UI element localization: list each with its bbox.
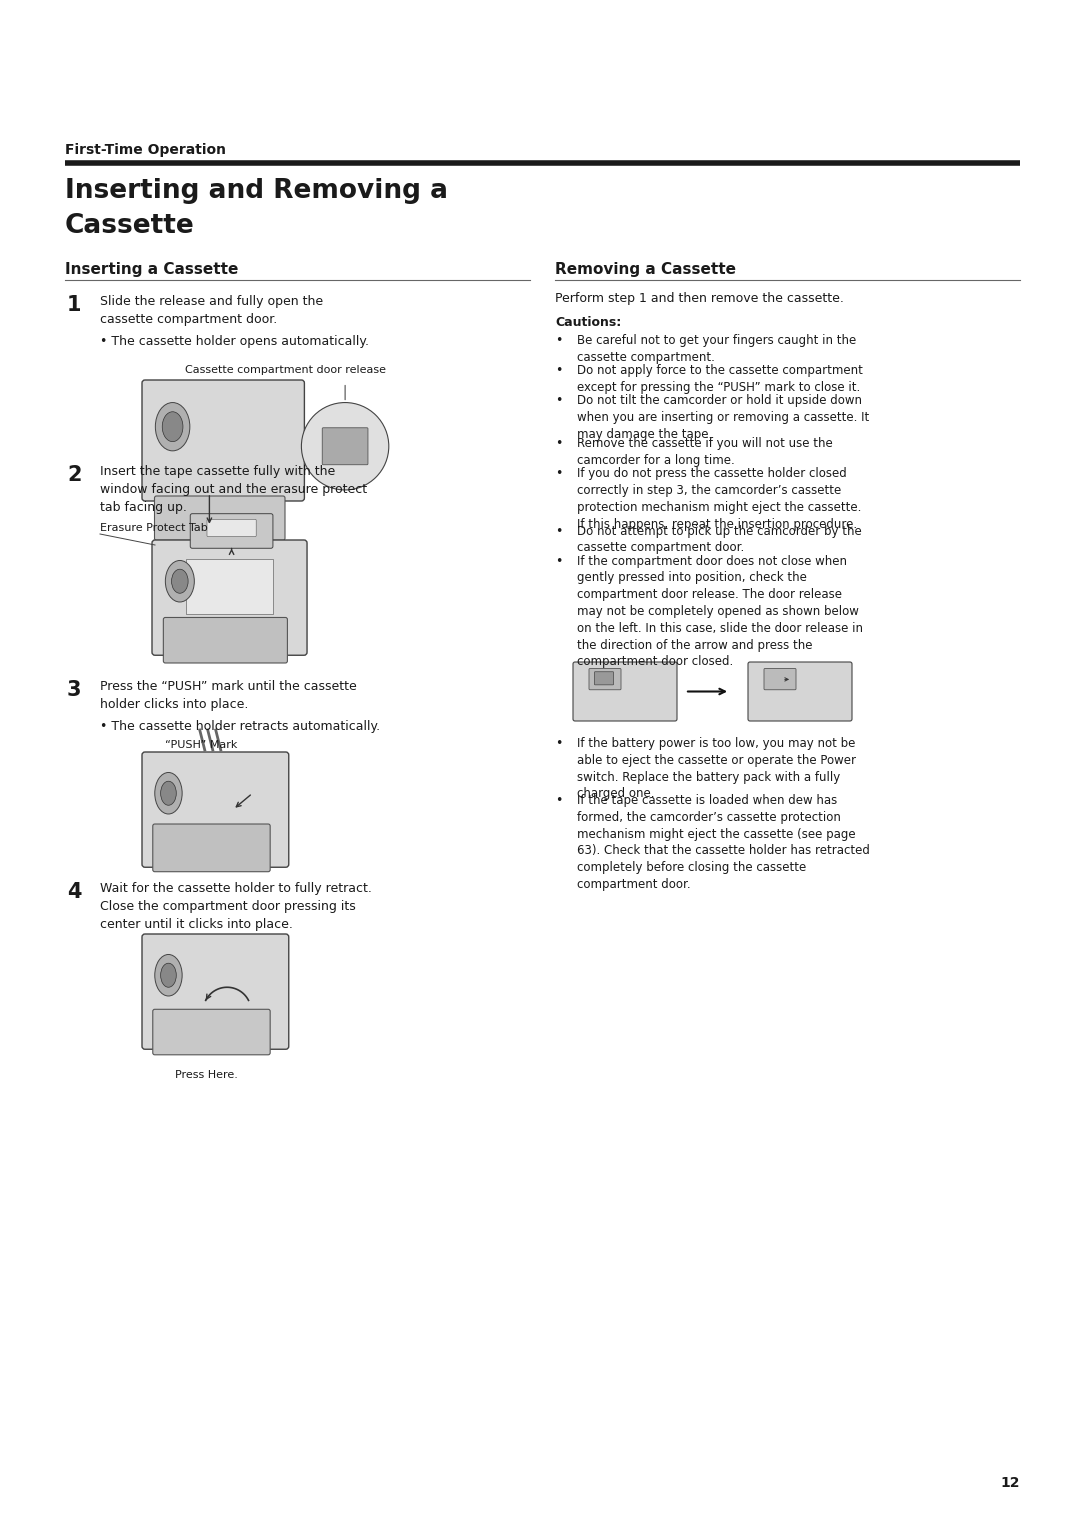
Text: •: • [555, 555, 563, 567]
Text: •: • [555, 468, 563, 480]
Text: •: • [555, 437, 563, 451]
FancyBboxPatch shape [322, 428, 368, 465]
FancyBboxPatch shape [573, 662, 677, 721]
Text: Be careful not to get your fingers caught in the
cassette compartment.: Be careful not to get your fingers caugh… [577, 335, 856, 364]
FancyBboxPatch shape [152, 1010, 270, 1054]
Text: •: • [555, 795, 563, 807]
FancyBboxPatch shape [152, 539, 307, 656]
Text: 3: 3 [67, 680, 81, 700]
Ellipse shape [162, 411, 183, 442]
Text: •: • [555, 736, 563, 750]
FancyBboxPatch shape [594, 672, 613, 685]
Text: Erasure Protect Tab: Erasure Protect Tab [100, 523, 207, 533]
FancyBboxPatch shape [748, 662, 852, 721]
Text: First-Time Operation: First-Time Operation [65, 144, 226, 157]
Text: “PUSH” Mark: “PUSH” Mark [165, 740, 238, 750]
FancyBboxPatch shape [152, 824, 270, 871]
Text: Removing a Cassette: Removing a Cassette [555, 261, 735, 277]
Ellipse shape [161, 963, 176, 987]
Text: Press the “PUSH” mark until the cassette
holder clicks into place.: Press the “PUSH” mark until the cassette… [100, 680, 356, 711]
FancyBboxPatch shape [141, 752, 288, 868]
Text: If the compartment door does not close when
gently pressed into position, check : If the compartment door does not close w… [577, 555, 863, 668]
Text: Remove the cassette if you will not use the
camcorder for a long time.: Remove the cassette if you will not use … [577, 437, 833, 468]
FancyBboxPatch shape [141, 380, 305, 501]
FancyBboxPatch shape [207, 520, 256, 536]
Text: Cautions:: Cautions: [555, 316, 621, 329]
Ellipse shape [156, 402, 190, 451]
FancyBboxPatch shape [186, 559, 273, 614]
Text: Inserting and Removing a: Inserting and Removing a [65, 177, 448, 205]
Text: Do not tilt the camcorder or hold it upside down
when you are inserting or remov: Do not tilt the camcorder or hold it ups… [577, 394, 869, 440]
Ellipse shape [154, 955, 183, 996]
FancyBboxPatch shape [589, 669, 621, 689]
Ellipse shape [154, 773, 183, 814]
Text: Insert the tape cassette fully with the
window facing out and the erasure protec: Insert the tape cassette fully with the … [100, 465, 367, 513]
Text: Press Here.: Press Here. [175, 1070, 238, 1080]
Text: •: • [555, 524, 563, 538]
FancyBboxPatch shape [141, 934, 288, 1050]
Text: Cassette compartment door release: Cassette compartment door release [185, 365, 386, 374]
Text: Do not apply force to the cassette compartment
except for pressing the “PUSH” ma: Do not apply force to the cassette compa… [577, 364, 863, 394]
Ellipse shape [172, 570, 188, 593]
FancyBboxPatch shape [764, 669, 796, 689]
Text: Perform step 1 and then remove the cassette.: Perform step 1 and then remove the casse… [555, 292, 843, 306]
Ellipse shape [161, 781, 176, 805]
Text: Wait for the cassette holder to fully retract.
Close the compartment door pressi: Wait for the cassette holder to fully re… [100, 882, 372, 931]
Text: 4: 4 [67, 882, 81, 902]
Text: If the battery power is too low, you may not be
able to eject the cassette or op: If the battery power is too low, you may… [577, 736, 856, 801]
Text: If you do not press the cassette holder closed
correctly in step 3, the camcorde: If you do not press the cassette holder … [577, 468, 862, 530]
FancyBboxPatch shape [154, 497, 285, 541]
Ellipse shape [301, 402, 389, 490]
Text: •: • [555, 394, 563, 406]
Text: 2: 2 [67, 465, 81, 484]
Text: Do not attempt to pick up the camcorder by the
cassette compartment door.: Do not attempt to pick up the camcorder … [577, 524, 862, 555]
Text: Inserting a Cassette: Inserting a Cassette [65, 261, 239, 277]
Text: •: • [555, 335, 563, 347]
Text: • The cassette holder opens automatically.: • The cassette holder opens automaticall… [100, 335, 369, 348]
Text: If the tape cassette is loaded when dew has
formed, the camcorder’s cassette pro: If the tape cassette is loaded when dew … [577, 795, 869, 891]
FancyBboxPatch shape [190, 513, 273, 549]
Text: •: • [555, 364, 563, 377]
Text: • The cassette holder retracts automatically.: • The cassette holder retracts automatic… [100, 720, 380, 733]
Text: Slide the release and fully open the
cassette compartment door.: Slide the release and fully open the cas… [100, 295, 323, 325]
Ellipse shape [165, 561, 194, 602]
Text: Cassette: Cassette [65, 212, 194, 238]
FancyBboxPatch shape [163, 617, 287, 663]
Text: 12: 12 [1000, 1476, 1020, 1490]
Text: 1: 1 [67, 295, 81, 315]
